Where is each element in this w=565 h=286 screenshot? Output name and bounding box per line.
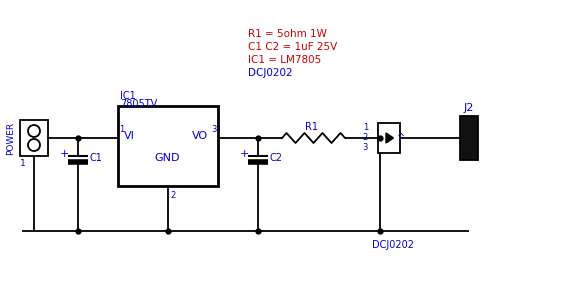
Bar [118, 106, 218, 186]
Text: VI: VI [124, 131, 135, 141]
Text: 2: 2 [170, 190, 175, 200]
Text: 2: 2 [363, 134, 368, 142]
Text: VO: VO [192, 131, 208, 141]
Bar [20, 120, 48, 156]
Text: ^: ^ [397, 133, 405, 143]
Text: 1: 1 [363, 124, 368, 132]
Text: 1: 1 [20, 160, 26, 168]
Text: 3: 3 [211, 126, 216, 134]
Text: GND: GND [154, 153, 180, 163]
Text: DCJ0202: DCJ0202 [372, 240, 414, 250]
Text: POWER: POWER [7, 122, 15, 154]
Text: J2: J2 [464, 103, 474, 113]
Text: C2: C2 [270, 153, 283, 163]
Text: C1: C1 [90, 153, 103, 163]
Text: 7805TV: 7805TV [120, 99, 157, 109]
Bar [460, 116, 478, 160]
Text: C1 C2 = 1uF 25V: C1 C2 = 1uF 25V [248, 42, 337, 52]
Text: IC1 = LM7805: IC1 = LM7805 [248, 55, 321, 65]
Text: R1 = 5ohm 1W: R1 = 5ohm 1W [248, 29, 327, 39]
Text: R1: R1 [305, 122, 318, 132]
Text: DCJ0202: DCJ0202 [248, 68, 293, 78]
Text: +: + [240, 149, 249, 159]
Text: IC1: IC1 [120, 91, 136, 101]
Text: 3: 3 [363, 144, 368, 152]
Polygon shape [386, 133, 393, 143]
Text: +: + [60, 149, 69, 159]
Bar [378, 123, 400, 153]
Text: 1: 1 [119, 126, 124, 134]
